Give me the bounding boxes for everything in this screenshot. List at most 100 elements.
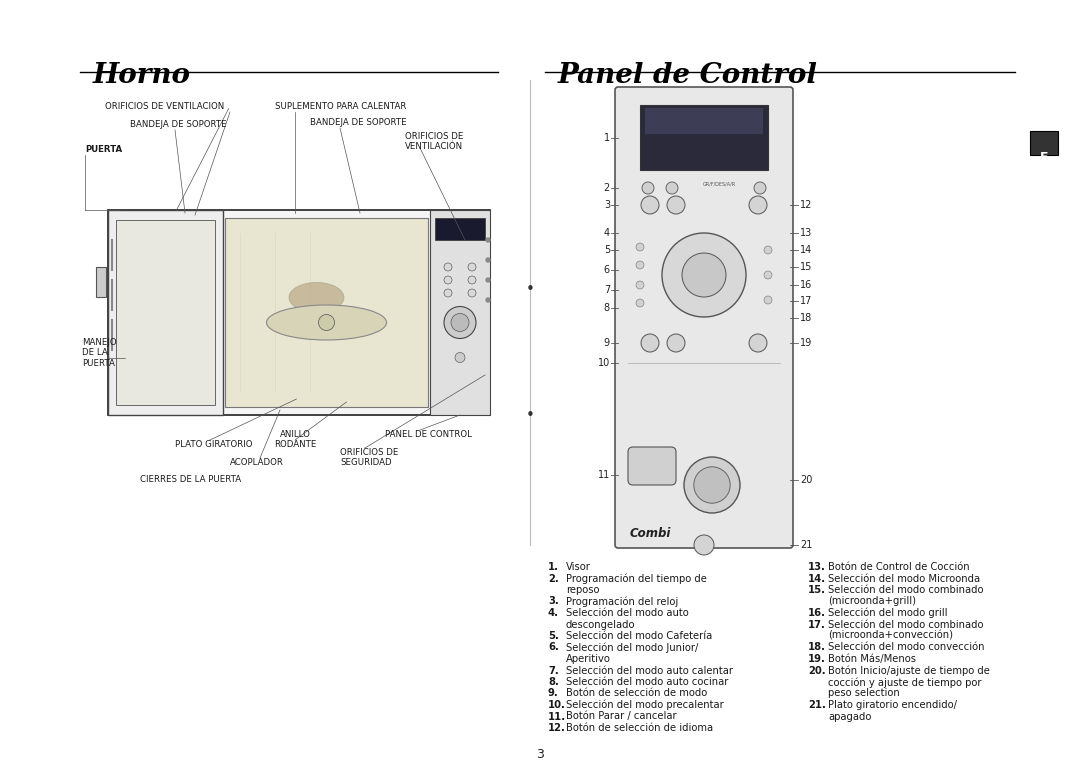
FancyBboxPatch shape	[615, 87, 793, 548]
Text: 17: 17	[800, 296, 812, 306]
Text: Programación del tiempo de: Programación del tiempo de	[566, 574, 707, 584]
Text: +30s: +30s	[704, 493, 719, 498]
Circle shape	[642, 182, 654, 194]
Text: PUERTA: PUERTA	[85, 145, 122, 154]
Text: 1: 1	[604, 133, 610, 143]
Circle shape	[636, 261, 644, 269]
Text: 3: 3	[604, 200, 610, 210]
Text: apagado: apagado	[828, 712, 872, 722]
Circle shape	[754, 182, 766, 194]
Text: 6: 6	[604, 265, 610, 275]
Text: CIERRES DE LA PUERTA: CIERRES DE LA PUERTA	[140, 475, 241, 484]
Text: PLATO GIRATORIO: PLATO GIRATORIO	[175, 440, 253, 449]
Circle shape	[750, 196, 767, 214]
Text: 17.: 17.	[808, 620, 826, 629]
Bar	[1030, 131, 1058, 155]
Text: 18: 18	[800, 313, 812, 323]
Circle shape	[764, 271, 772, 279]
Text: Aperitivo: Aperitivo	[566, 654, 611, 664]
Text: Visor: Visor	[566, 562, 591, 572]
Text: Selección del modo precalentar: Selección del modo precalentar	[566, 700, 724, 710]
Circle shape	[667, 334, 685, 352]
Bar	[640, 105, 768, 170]
Text: 20: 20	[800, 475, 812, 485]
Circle shape	[750, 334, 767, 352]
Circle shape	[486, 238, 490, 242]
Circle shape	[684, 457, 740, 513]
Text: 11: 11	[597, 470, 610, 480]
Text: 10.: 10.	[548, 700, 566, 710]
Circle shape	[764, 296, 772, 304]
Text: Botón de selección de modo: Botón de selección de modo	[566, 688, 707, 698]
Text: MANEJO
DE LA
PUERTA: MANEJO DE LA PUERTA	[82, 338, 117, 368]
Text: 10: 10	[597, 358, 610, 368]
Text: 14.: 14.	[808, 574, 826, 584]
Circle shape	[764, 246, 772, 254]
FancyBboxPatch shape	[627, 447, 676, 485]
Bar	[108, 210, 490, 415]
Circle shape	[444, 289, 453, 297]
Circle shape	[486, 298, 490, 302]
Text: 4: 4	[604, 228, 610, 238]
Bar	[435, 218, 485, 240]
Circle shape	[642, 334, 659, 352]
Text: reposo: reposo	[566, 585, 599, 595]
Text: 2.: 2.	[548, 574, 558, 584]
Circle shape	[468, 289, 476, 297]
Text: ANILLO
RODANTE: ANILLO RODANTE	[274, 430, 316, 449]
Text: E: E	[1040, 151, 1049, 164]
Text: 13: 13	[800, 228, 812, 238]
Circle shape	[444, 307, 476, 339]
Text: Selección del modo convección: Selección del modo convección	[828, 642, 985, 652]
Circle shape	[642, 196, 659, 214]
Bar	[116, 220, 215, 405]
Text: 7.: 7.	[548, 665, 558, 675]
Ellipse shape	[289, 282, 345, 313]
Text: 1.: 1.	[548, 562, 559, 572]
Text: Selección del modo auto cocinar: Selección del modo auto cocinar	[566, 677, 728, 687]
Text: cocción y ajuste de tiempo por: cocción y ajuste de tiempo por	[828, 677, 982, 687]
Circle shape	[444, 263, 453, 271]
Circle shape	[444, 276, 453, 284]
Circle shape	[455, 353, 465, 362]
Text: ORIFICIOS DE
VENTILACIÓN: ORIFICIOS DE VENTILACIÓN	[405, 132, 463, 151]
Text: Combi: Combi	[630, 527, 672, 540]
Text: 4.: 4.	[548, 608, 559, 618]
Bar	[96, 266, 106, 297]
Text: 21.: 21.	[808, 700, 826, 710]
Text: GR/F/DES/A/R: GR/F/DES/A/R	[702, 182, 735, 187]
Circle shape	[694, 535, 714, 555]
Text: •: •	[526, 407, 535, 423]
Text: Panel de Control: Panel de Control	[558, 62, 818, 89]
Text: Botón Inicio/ajuste de tiempo de: Botón Inicio/ajuste de tiempo de	[828, 665, 990, 676]
Circle shape	[662, 233, 746, 317]
Text: 8.: 8.	[548, 677, 558, 687]
Text: (microonda+convección): (microonda+convección)	[828, 631, 953, 641]
Text: ORIFICIOS DE VENTILACION: ORIFICIOS DE VENTILACION	[105, 102, 225, 111]
Circle shape	[636, 281, 644, 289]
Text: BANDEJA DE SOPORTE: BANDEJA DE SOPORTE	[130, 120, 227, 129]
Circle shape	[486, 258, 490, 262]
Text: 7: 7	[604, 285, 610, 295]
Text: peso selection: peso selection	[828, 688, 900, 698]
Text: 14: 14	[800, 245, 812, 255]
Text: 3.: 3.	[548, 597, 558, 607]
Text: Horno: Horno	[93, 62, 191, 89]
Text: descongelado: descongelado	[566, 620, 635, 629]
Ellipse shape	[267, 305, 387, 340]
Text: Selección del modo grill: Selección del modo grill	[828, 608, 947, 619]
Text: Botón de selección de idioma: Botón de selección de idioma	[566, 723, 713, 733]
Text: 16.: 16.	[808, 608, 826, 618]
Text: PANEL DE CONTROL: PANEL DE CONTROL	[384, 430, 472, 439]
Text: Selección del modo auto calentar: Selección del modo auto calentar	[566, 665, 733, 675]
Text: BANDEJA DE SOPORTE: BANDEJA DE SOPORTE	[310, 118, 407, 127]
Circle shape	[636, 243, 644, 251]
Text: 8: 8	[604, 303, 610, 313]
Text: 13.: 13.	[808, 562, 826, 572]
Bar	[430, 210, 490, 415]
Circle shape	[666, 182, 678, 194]
Text: 9.: 9.	[548, 688, 558, 698]
Text: 16: 16	[800, 280, 812, 290]
Text: Selección del modo Microonda: Selección del modo Microonda	[828, 574, 981, 584]
Text: ORIFICIOS DE
SEGURIDAD: ORIFICIOS DE SEGURIDAD	[340, 448, 399, 468]
